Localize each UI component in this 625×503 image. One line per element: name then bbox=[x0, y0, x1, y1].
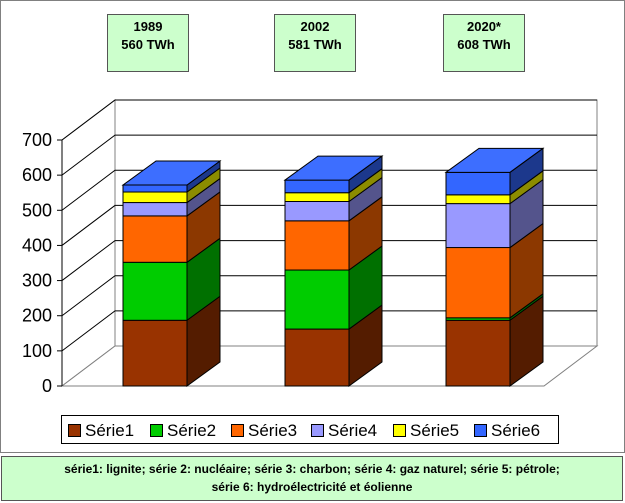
bar-2020-serie6-front bbox=[445, 171, 511, 196]
legend-swatch bbox=[68, 424, 81, 437]
stacked-bar-chart: 0 100 200 300 400 500 600 700 bbox=[22, 98, 599, 396]
legend-swatch bbox=[474, 424, 487, 437]
y-tick-label: 600 bbox=[22, 165, 52, 185]
legend-label: Série3 bbox=[248, 421, 298, 440]
bar-2020-serie6-top bbox=[444, 147, 545, 173]
summary-box-1989: 1989 560 TWh bbox=[107, 14, 189, 72]
y-tick-label: 400 bbox=[22, 235, 52, 255]
legend-label: Série5 bbox=[410, 421, 460, 440]
legend-item-serie2: Série2 bbox=[150, 422, 216, 439]
bar-2002-serie6-front bbox=[284, 179, 350, 194]
legend-item-serie6: Série6 bbox=[474, 422, 540, 439]
box-year: 2020* bbox=[467, 19, 501, 34]
bar-1989-serie6-top bbox=[121, 160, 222, 186]
series-note: série1: lignite; série 2: nucléaire; sér… bbox=[1, 456, 623, 501]
gridline bbox=[61, 204, 597, 246]
legend-item-serie1: Série1 bbox=[68, 422, 134, 439]
legend-swatch bbox=[231, 424, 244, 437]
bar-2020-serie1-front bbox=[445, 319, 511, 387]
gridline bbox=[61, 310, 597, 352]
bar-2020-serie3-front bbox=[445, 247, 511, 319]
bar-1989-serie1-front bbox=[122, 319, 188, 387]
legend-item-serie5: Série5 bbox=[393, 422, 459, 439]
y-tick-label: 0 bbox=[42, 376, 52, 396]
bar-2002-serie5-front bbox=[284, 192, 350, 202]
legend-label: Série1 bbox=[85, 421, 135, 440]
legend-label: Série4 bbox=[328, 421, 378, 440]
bar-2020-serie5-front bbox=[445, 194, 511, 205]
y-tick-label: 700 bbox=[22, 130, 52, 150]
box-total: 608 TWh bbox=[457, 37, 511, 52]
box-total: 581 TWh bbox=[288, 37, 342, 52]
legend-item-serie3: Série3 bbox=[231, 422, 297, 439]
gridline bbox=[61, 240, 597, 281]
summary-box-2002: 2002 581 TWh bbox=[274, 14, 356, 72]
note-line-2: série 6: hydroélectricité et éolienne bbox=[211, 480, 413, 494]
legend-swatch bbox=[150, 424, 163, 437]
bar-2002-serie4-front bbox=[284, 201, 350, 222]
y-tick-label: 500 bbox=[22, 200, 52, 220]
bar-2002-serie2-front bbox=[284, 269, 350, 330]
side-wall bbox=[61, 98, 116, 388]
bar-1989-serie4-front bbox=[122, 202, 188, 217]
bar-1989-serie6-front bbox=[122, 184, 188, 193]
bar-2002-serie6-top bbox=[283, 155, 384, 181]
gridline bbox=[61, 99, 597, 141]
summary-box-2020: 2020* 608 TWh bbox=[443, 14, 525, 72]
gridline bbox=[61, 134, 597, 176]
bar-2020-serie4-front bbox=[445, 203, 511, 249]
bar-2002-serie3-front bbox=[284, 220, 350, 271]
y-tick-label: 200 bbox=[22, 306, 52, 326]
gridline bbox=[61, 275, 597, 317]
y-tick-label: 100 bbox=[22, 341, 52, 361]
bar-1989-serie5-front bbox=[122, 191, 188, 204]
y-tick-label: 300 bbox=[22, 271, 52, 291]
box-total: 560 TWh bbox=[121, 37, 175, 52]
legend-swatch bbox=[311, 424, 324, 437]
bar-2002-serie1-front bbox=[284, 328, 350, 387]
note-line-1: série1: lignite; série 2: nucléaire; sér… bbox=[64, 462, 560, 476]
legend-label: Série6 bbox=[491, 421, 541, 440]
box-year: 2002 bbox=[300, 19, 330, 34]
box-year: 1989 bbox=[133, 19, 163, 34]
bar-1989-serie3-front bbox=[122, 215, 188, 263]
legend-swatch bbox=[393, 424, 406, 437]
bar-1989-serie2-front bbox=[122, 261, 188, 321]
legend-item-serie4: Série4 bbox=[311, 422, 377, 439]
chart-legend: Série1 Série2 Série3 Série4 Série5 Série… bbox=[61, 415, 559, 444]
gridline bbox=[61, 169, 597, 211]
legend-label: Série2 bbox=[167, 421, 217, 440]
